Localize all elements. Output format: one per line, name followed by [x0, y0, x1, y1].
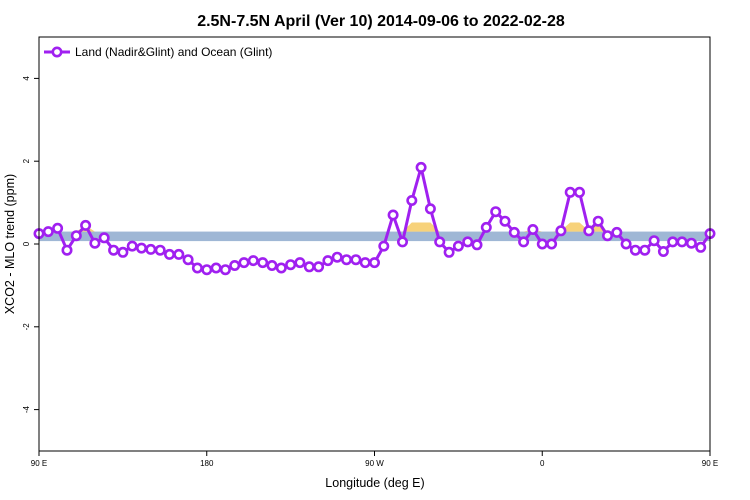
data-point [173, 248, 185, 260]
data-point [583, 225, 595, 237]
data-point [313, 261, 325, 273]
data-point [508, 226, 520, 238]
land-fill-layer [67, 222, 608, 232]
data-point [629, 244, 641, 256]
background-band-layer [39, 231, 710, 242]
data-point [80, 219, 92, 231]
legend-label: Land (Nadir&Glint) and Ocean (Glint) [75, 45, 272, 59]
data-point [592, 215, 604, 227]
data-point [229, 259, 241, 271]
data-point [695, 241, 707, 253]
y-tick-label: 0 [22, 241, 31, 246]
x-tick-label: 90 E [31, 459, 47, 468]
x-tick-label: 90 E [702, 459, 718, 468]
data-point [685, 237, 697, 249]
x-tick-label: 90 W [365, 459, 384, 468]
data-point [555, 225, 567, 237]
data-point [275, 262, 287, 274]
y-axis-label: XCO2 - MLO trend (ppm) [3, 174, 17, 314]
data-point [359, 257, 371, 269]
data-point [266, 259, 278, 271]
data-point [601, 230, 613, 242]
data-point [536, 238, 548, 250]
data-point [443, 246, 455, 258]
data-point [52, 222, 64, 234]
data-point [462, 236, 474, 248]
data-point [396, 236, 408, 248]
data-point [434, 236, 446, 248]
data-point [667, 236, 679, 248]
data-point [89, 237, 101, 249]
land-fill-patch [402, 222, 468, 232]
data-point [154, 244, 166, 256]
data-point [303, 261, 315, 273]
series-line [38, 165, 712, 272]
data-point [42, 226, 54, 238]
data-point [126, 240, 138, 252]
legend: Land (Nadir&Glint) and Ocean (Glint) [44, 45, 272, 59]
data-point [238, 257, 250, 269]
data-point [182, 254, 194, 266]
data-point [145, 243, 157, 255]
data-point [639, 244, 651, 256]
data-point [573, 186, 585, 198]
data-point [518, 236, 530, 248]
y-tick-label: 4 [22, 76, 31, 81]
data-point [136, 242, 148, 254]
y-tick-label: -2 [22, 323, 31, 331]
data-point [108, 244, 120, 256]
chart-title: 2.5N-7.5N April (Ver 10) 2014-09-06 to 2… [197, 13, 565, 30]
data-point [350, 254, 362, 266]
axes: -4 -2 0 2 4 90 E 180 90 W 0 90 E [22, 36, 718, 468]
data-point [61, 244, 73, 256]
data-point [294, 257, 306, 269]
data-point [285, 259, 297, 271]
data-point [210, 262, 222, 274]
data-point [70, 230, 82, 242]
data-point [564, 186, 576, 198]
data-point [164, 248, 176, 260]
data-point [378, 240, 390, 252]
x-tick-label: 180 [200, 459, 214, 468]
x-tick-label: 0 [540, 459, 545, 468]
data-point [657, 246, 669, 258]
data-point [322, 255, 334, 267]
series-layer [33, 161, 716, 276]
data-point [546, 238, 558, 250]
data-point [620, 238, 632, 250]
data-point [415, 161, 427, 173]
data-point [490, 206, 502, 218]
y-tick-label: -4 [22, 405, 31, 413]
background-band [39, 231, 710, 242]
data-point [527, 224, 539, 236]
data-point [219, 264, 231, 276]
data-point [648, 235, 660, 247]
data-point [480, 221, 492, 233]
y-tick-label: 2 [22, 158, 31, 163]
x-axis-label: Longitude (deg E) [325, 476, 424, 490]
data-point [387, 209, 399, 221]
data-point [611, 226, 623, 238]
data-point [471, 239, 483, 251]
legend-swatch-marker [51, 46, 63, 58]
data-point [340, 254, 352, 266]
data-point [201, 264, 213, 276]
data-point [257, 257, 269, 269]
data-point [247, 255, 259, 267]
data-point [424, 203, 436, 215]
data-point [191, 262, 203, 274]
data-point [452, 240, 464, 252]
data-point [331, 251, 343, 263]
data-point [406, 195, 418, 207]
data-point [117, 246, 129, 258]
data-point [98, 232, 110, 244]
data-point [676, 236, 688, 248]
data-point [368, 257, 380, 269]
data-point [499, 215, 511, 227]
